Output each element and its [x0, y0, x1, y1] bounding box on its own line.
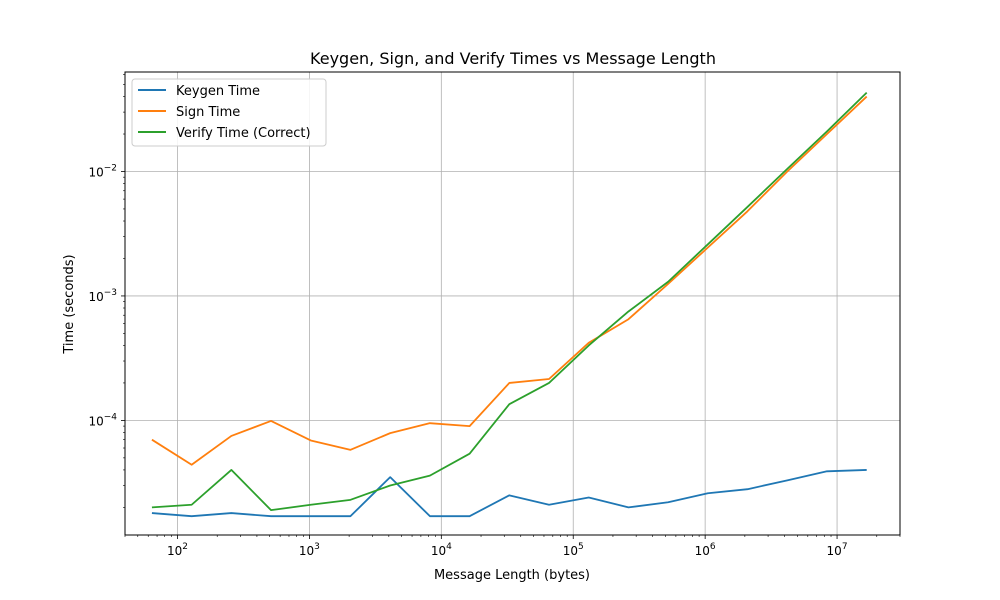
legend-box [131, 78, 327, 147]
x-tick-label: 103 [299, 542, 320, 558]
plot-frame [124, 71, 901, 536]
x-tick-label: 102 [167, 542, 188, 558]
series-line-sign [151, 95, 868, 466]
chart-title: Keygen, Sign, and Verify Times vs Messag… [310, 49, 716, 68]
x-tick-label: 106 [695, 542, 716, 558]
x-tick-label: 104 [431, 542, 452, 558]
legend: Keygen Time Sign Time Verify Time (Corre… [131, 78, 327, 147]
y-tick-label: 10−3 [88, 288, 117, 304]
y-axis-ticks: 10−4 10−3 10−2 [88, 163, 125, 428]
legend-label-verify: Verify Time (Correct) [176, 126, 311, 141]
legend-label-sign: Sign Time [176, 105, 240, 120]
legend-label-keygen: Keygen Time [176, 84, 260, 99]
series-line-keygen [151, 469, 867, 518]
y-tick-label: 10−4 [88, 412, 117, 428]
grid-lines [125, 72, 900, 535]
series-lines [151, 91, 868, 518]
series-line-verify [151, 91, 868, 512]
x-tick-label: 107 [827, 542, 848, 558]
minor-ticks [123, 74, 901, 537]
x-axis-label: Message Length (bytes) [434, 568, 590, 583]
x-tick-label: 105 [563, 542, 584, 558]
x-axis-ticks: 102 103 104 105 106 107 [167, 535, 848, 558]
y-axis-label: Time (seconds) [62, 254, 77, 354]
y-tick-label: 10−2 [88, 163, 117, 179]
